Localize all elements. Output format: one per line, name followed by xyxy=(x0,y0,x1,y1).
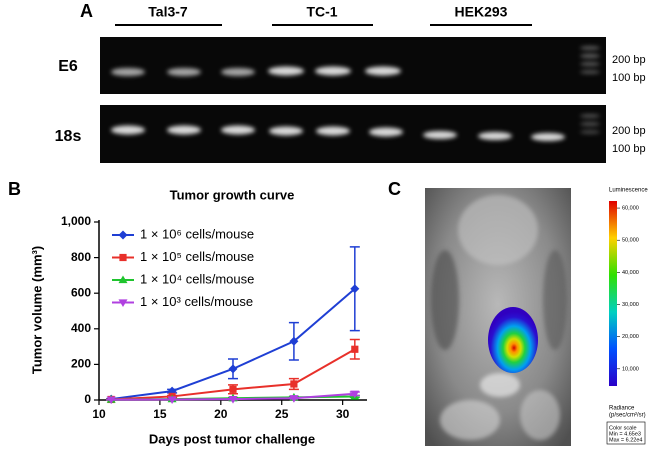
colorbar-tick-label: 20,000 xyxy=(622,334,639,340)
signal xyxy=(488,307,538,373)
marker xyxy=(290,380,298,388)
x-tick-label: 30 xyxy=(336,407,350,421)
marker xyxy=(289,395,299,403)
marker xyxy=(351,345,359,353)
panel-b: B Tumor growth curve Days post tumor cha… xyxy=(8,179,367,446)
y-tick-label: 0 xyxy=(84,392,91,406)
legend-label: 1 × 10⁴ cells/mouse xyxy=(140,271,254,286)
size-marker: 100 bp xyxy=(612,143,646,155)
image-texture xyxy=(431,195,567,440)
marker xyxy=(167,396,177,404)
marker xyxy=(229,385,237,393)
row-label: 18s xyxy=(55,128,82,145)
bands xyxy=(111,46,600,141)
x-axis-label: Days post tumor challenge xyxy=(149,431,315,446)
legend-label: 1 × 10⁶ cells/mouse xyxy=(140,226,254,241)
y-tick-label: 800 xyxy=(71,250,91,264)
size-marker: 100 bp xyxy=(612,72,646,84)
group-label: HEK293 xyxy=(455,4,508,20)
row-label: E6 xyxy=(58,58,78,75)
gel xyxy=(100,37,606,94)
marker xyxy=(350,284,360,294)
colorbar-title: Luminescence xyxy=(609,188,648,194)
group-label: TC-1 xyxy=(306,4,337,20)
marker xyxy=(118,275,128,284)
panel-label: B xyxy=(8,179,21,199)
x-tick-label: 25 xyxy=(275,407,289,421)
y-tick-label: 600 xyxy=(71,285,91,299)
scale-box xyxy=(606,421,646,445)
colorbar-tick-label: 50,000 xyxy=(622,238,639,244)
colorbar-tick-label: 10,000 xyxy=(622,366,639,372)
colorbar-tick-label: 60,000 xyxy=(622,206,639,212)
x-tick-label: 15 xyxy=(153,407,167,421)
legend-label: 1 × 10³ cells/mouse xyxy=(140,294,253,309)
marker xyxy=(350,390,360,399)
marker xyxy=(118,299,128,307)
scale-text: Max = 6.22e4 xyxy=(609,437,642,443)
marker xyxy=(228,395,238,404)
y-tick-label: 1,000 xyxy=(61,214,91,228)
colorbar-tick-label: 30,000 xyxy=(622,302,639,308)
marker xyxy=(119,253,127,262)
size-marker: 200 bp xyxy=(612,125,646,137)
scale-text: Min = 4.65e3 xyxy=(609,431,641,437)
marker xyxy=(228,364,238,374)
scale-text: Color scale xyxy=(609,425,637,431)
x-tick-label: 10 xyxy=(92,407,106,421)
gel xyxy=(100,105,606,163)
colorbar xyxy=(609,201,617,386)
size-marker: 200 bp xyxy=(612,54,646,66)
legend-label: 1 × 10⁵ cells/mouse xyxy=(140,249,254,264)
chart-title: Tumor growth curve xyxy=(170,187,295,202)
marker xyxy=(289,336,299,346)
panel-label: C xyxy=(388,179,401,199)
x-tick-label: 20 xyxy=(214,407,228,421)
panel-label: A xyxy=(80,1,93,21)
marker xyxy=(106,396,116,405)
group-label: Tal3-7 xyxy=(148,4,188,20)
marker xyxy=(118,230,128,240)
panel-c: C Luminescence Radiance (p/sec/cm²/sr) C… xyxy=(388,179,648,446)
y-tick-label: 200 xyxy=(71,357,91,371)
y-axis-label: Tumor volume (mm³) xyxy=(29,246,44,374)
panel-a: A Tal3-7 TC-1 HEK293 E6 18s 200 bp 100 b… xyxy=(55,1,646,163)
colorbar-tick-label: 40,000 xyxy=(622,270,639,276)
unit-title: Radiance xyxy=(609,406,635,412)
unit: (p/sec/cm²/sr) xyxy=(609,413,646,419)
y-tick-label: 400 xyxy=(71,321,91,335)
